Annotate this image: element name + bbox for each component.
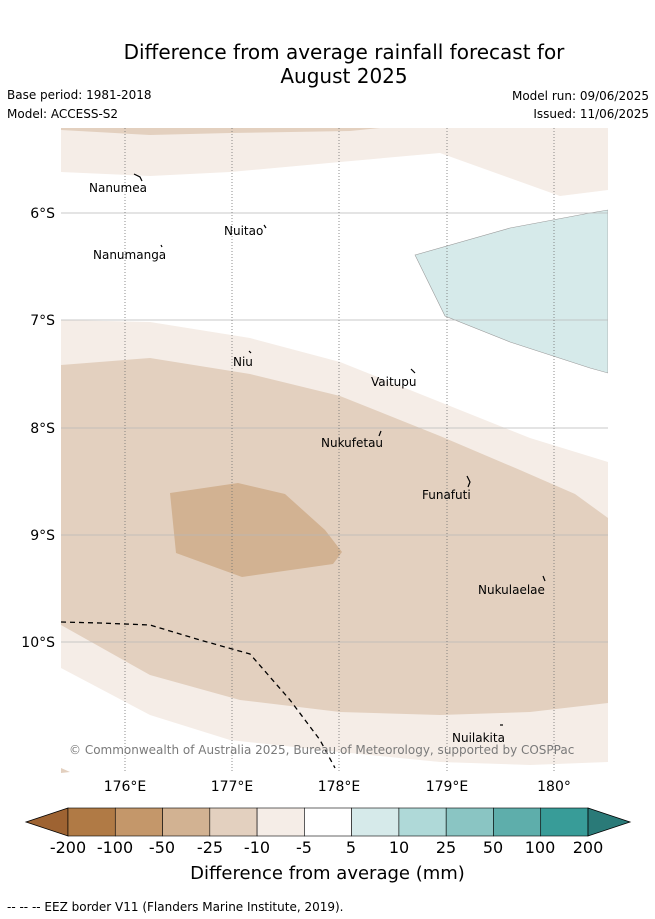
colorbar-arrow-low xyxy=(24,807,69,837)
colorbar-segment xyxy=(493,807,542,837)
rainfall-patch-wet xyxy=(414,209,608,374)
island-marks xyxy=(133,173,546,726)
lat-label: 8°S xyxy=(30,421,55,437)
rainfall-band-top xyxy=(61,128,608,196)
title-line-1: Difference from average rainfall forecas… xyxy=(123,40,565,64)
colorbar-tick: 50 xyxy=(483,838,503,857)
place-label: Nukufetau xyxy=(321,436,383,450)
colorbar-tick: 25 xyxy=(436,838,456,857)
latitude-gridlines xyxy=(61,212,608,643)
copyright-text: © Commonwealth of Australia 2025, Bureau… xyxy=(69,743,574,757)
place-label: Nanumanga xyxy=(93,248,166,262)
colorbar xyxy=(24,807,632,837)
colorbar-tick: 200 xyxy=(573,838,604,857)
base-period: Base period: 1981-2018 xyxy=(7,88,152,102)
colorbar-segment xyxy=(67,807,116,837)
lat-label: 6°S xyxy=(30,206,55,222)
rainfall-band-main xyxy=(61,358,608,715)
colorbar-segment xyxy=(162,807,211,837)
place-label: Nuilakita xyxy=(452,731,505,745)
lon-label: 180° xyxy=(537,779,571,795)
colorbar-tick: 10 xyxy=(389,838,409,857)
place-label: Niu xyxy=(233,355,253,369)
place-label: Vaitupu xyxy=(371,375,417,389)
colorbar-tick: 5 xyxy=(346,838,356,857)
rainfall-band-top-25 xyxy=(61,128,380,135)
colorbar-tick: -10 xyxy=(244,838,270,857)
lon-label: 176°E xyxy=(104,779,147,795)
chart-title: Difference from average rainfall forecas… xyxy=(0,40,655,88)
colorbar-tick: -25 xyxy=(197,838,223,857)
lon-label: 178°E xyxy=(318,779,361,795)
colorbar-segment xyxy=(114,807,163,837)
place-labels: Nanumea Nuitao Nanumanga Niu Vaitupu Nuk… xyxy=(89,181,545,745)
place-label: Nuitao xyxy=(224,224,263,238)
lat-label: 9°S xyxy=(30,528,55,544)
place-label: Nanumea xyxy=(89,181,147,195)
colorbar-segment xyxy=(398,807,447,837)
lon-label: 177°E xyxy=(211,779,254,795)
colorbar-segment xyxy=(351,807,400,837)
colorbar-tick: -5 xyxy=(296,838,312,857)
model-run: Model run: 09/06/2025 xyxy=(511,89,649,103)
colorbar-tick: -200 xyxy=(50,838,86,857)
colorbar-tick: 100 xyxy=(525,838,556,857)
issued-date: Issued: 11/06/2025 xyxy=(533,107,649,121)
longitude-labels: 176°E 177°E 178°E 179°E 180° xyxy=(104,779,571,795)
eez-border xyxy=(61,621,336,769)
latitude-labels: 6°S 7°S 8°S 9°S 10°S xyxy=(21,206,55,651)
lon-label: 179°E xyxy=(426,779,469,795)
colorbar-title: Difference from average (mm) xyxy=(190,863,465,884)
colorbar-ticks: -200 -100 -50 -25 -10 -5 5 10 25 50 100 … xyxy=(50,838,603,857)
colorbar-segment xyxy=(304,807,352,837)
colorbar-segment xyxy=(209,807,258,837)
longitude-gridlines xyxy=(124,128,555,773)
place-label: Nukulaelae xyxy=(478,583,545,597)
colorbar-segment xyxy=(256,807,305,837)
colorbar-tick: -100 xyxy=(97,838,133,857)
colorbar-tick: -50 xyxy=(149,838,175,857)
model-name: Model: ACCESS-S2 xyxy=(7,107,119,121)
colorbar-segment xyxy=(540,807,589,837)
colorbar-arrow-high xyxy=(587,807,632,837)
lat-label: 10°S xyxy=(21,635,55,651)
lat-label: 7°S xyxy=(30,313,55,329)
title-line-2: August 2025 xyxy=(280,64,408,88)
place-label: Funafuti xyxy=(422,488,471,502)
colorbar-segment xyxy=(445,807,494,837)
eez-note: -- -- -- EEZ border V11 (Flanders Marine… xyxy=(7,900,344,914)
rainfall-patch-dry xyxy=(170,483,342,577)
